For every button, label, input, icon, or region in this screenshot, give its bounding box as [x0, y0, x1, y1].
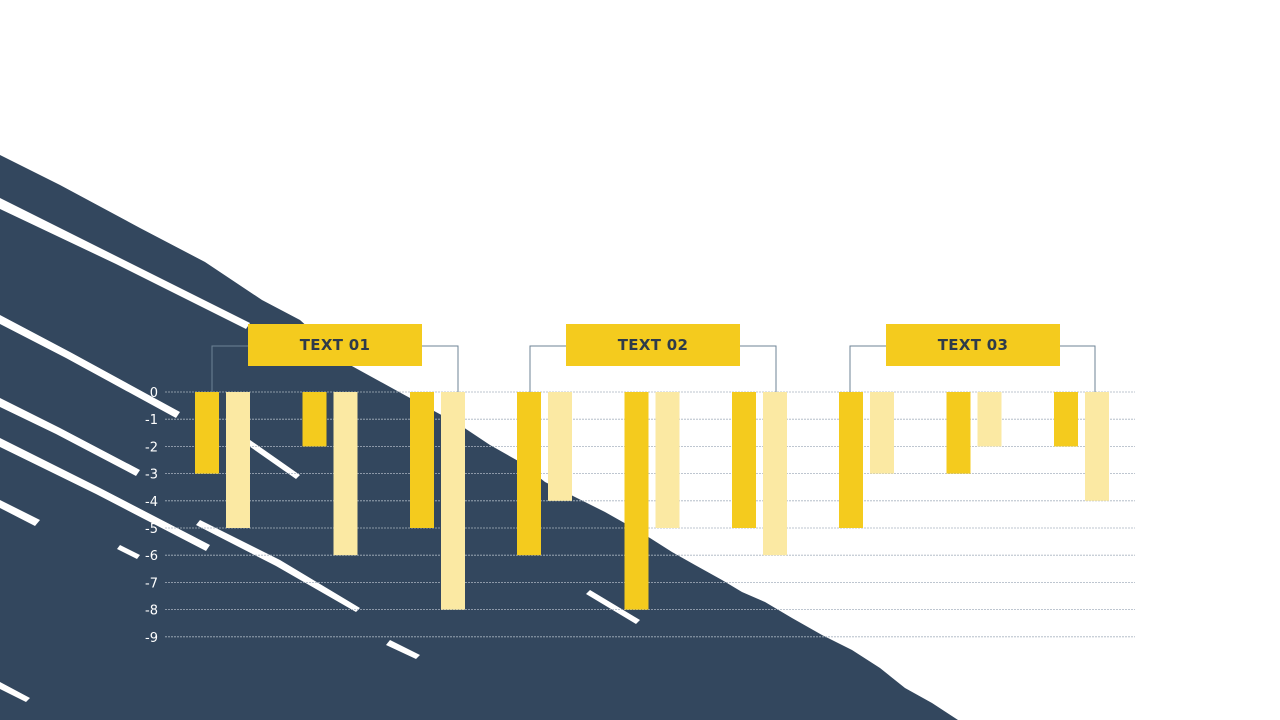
bracket-left — [849, 345, 886, 392]
bar-primary — [1054, 392, 1078, 447]
y-tick-label: -5 — [145, 522, 158, 537]
bar-primary — [624, 392, 649, 610]
group-brackets — [211, 345, 1096, 392]
bar-secondary — [977, 392, 1002, 447]
group-label-2: TEXT 02 — [566, 324, 740, 366]
y-tick-label: -8 — [145, 604, 158, 619]
y-tick-label: -9 — [145, 631, 158, 646]
y-tick-label: 0 — [150, 386, 158, 401]
bracket-left — [529, 345, 566, 392]
bracket-left — [211, 345, 248, 392]
bar-secondary — [548, 392, 572, 501]
bar-primary — [302, 392, 327, 447]
bar-primary — [410, 392, 434, 528]
bar-primary — [732, 392, 756, 528]
group-label-1: TEXT 01 — [248, 324, 422, 366]
brush-streaks — [0, 198, 640, 702]
group-label-1-text: TEXT 01 — [299, 336, 371, 354]
bar-primary — [839, 392, 863, 528]
group-label-2-text: TEXT 02 — [617, 336, 689, 354]
bar-primary — [195, 392, 219, 474]
y-tick-label: -3 — [145, 468, 158, 483]
group-label-3-text: TEXT 03 — [937, 336, 1009, 354]
y-tick-label: -2 — [145, 440, 158, 455]
y-axis-ticks: 0 -1 -2 -3 -4 -5 -6 -7 -8 -9 — [145, 386, 158, 646]
bracket-right — [422, 345, 459, 392]
y-tick-label: -4 — [145, 495, 158, 510]
bars — [195, 392, 1109, 610]
bar-secondary — [763, 392, 787, 556]
bar-primary — [517, 392, 541, 556]
y-tick-label: -6 — [145, 549, 158, 564]
bar-secondary — [1085, 392, 1109, 501]
grid-lines — [165, 391, 1135, 638]
bar-primary — [946, 392, 971, 474]
bar-secondary — [333, 392, 358, 556]
bracket-right — [740, 345, 777, 392]
y-tick-label: -1 — [145, 413, 158, 428]
y-tick-label: -7 — [145, 576, 158, 591]
group-label-3: TEXT 03 — [886, 324, 1060, 366]
bar-secondary — [655, 392, 680, 528]
brush-stroke-shape — [0, 155, 958, 720]
bar-secondary — [870, 392, 894, 474]
bar-secondary — [226, 392, 250, 528]
bracket-right — [1060, 345, 1096, 392]
bar-secondary — [441, 392, 465, 610]
